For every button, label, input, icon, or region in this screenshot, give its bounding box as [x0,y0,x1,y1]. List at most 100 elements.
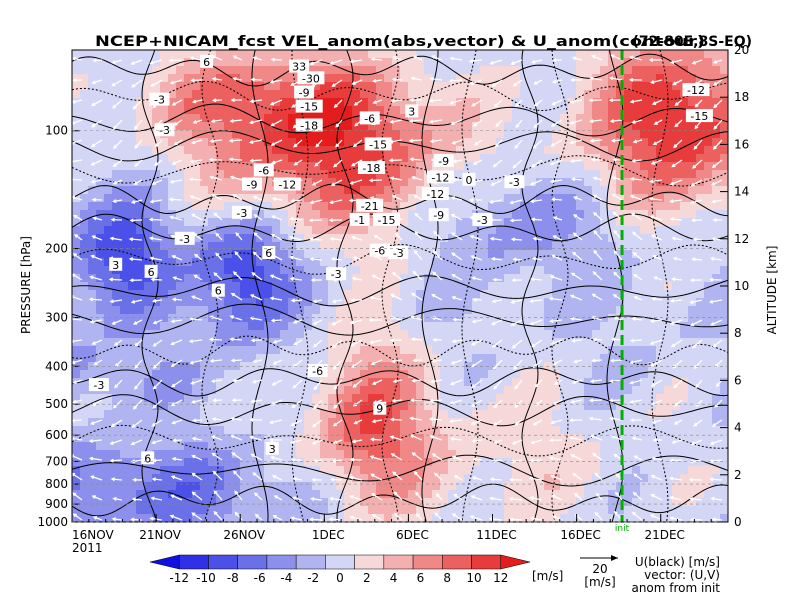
field-cell [712,290,721,299]
field-cell [400,322,409,331]
field-cell [536,90,545,99]
field-cell [648,306,657,315]
field-cell [568,218,577,227]
field-cell [608,154,617,163]
field-cell [128,66,137,75]
field-cell [80,170,89,179]
field-cell [312,442,321,451]
field-cell [664,402,673,411]
field-cell [576,250,585,259]
field-cell [552,50,561,59]
field-cell [200,130,209,139]
field-cell [312,354,321,363]
field-cell [200,490,209,499]
field-cell [672,130,681,139]
field-cell [608,114,617,123]
field-cell [440,122,449,131]
field-cell [176,394,185,403]
field-cell [112,154,121,163]
field-cell [200,394,209,403]
field-cell [192,170,201,179]
field-cell [104,170,113,179]
field-cell [608,258,617,267]
field-cell [496,274,505,283]
field-cell [624,50,633,59]
field-cell [112,290,121,299]
field-cell [96,178,105,187]
field-cell [512,170,521,179]
field-cell [80,66,89,75]
vector-arrow [91,79,103,85]
field-cell [440,458,449,467]
field-cell [400,154,409,163]
field-cell [648,418,657,427]
field-cell [528,346,537,355]
field-cell [400,450,409,459]
field-cell [640,386,649,395]
field-cell [504,122,513,131]
field-cell [184,498,193,507]
field-cell [704,266,713,275]
field-cell [384,338,393,347]
field-cell [560,210,569,219]
contour-line [72,183,728,217]
field-cell [632,106,641,115]
field-cell [696,394,705,403]
field-cell [488,378,497,387]
vector-arrow [93,359,103,366]
field-cell [568,266,577,275]
field-cell [344,162,353,171]
field-cell [688,282,697,291]
vector-arrow [72,253,83,261]
field-cell [384,234,393,243]
field-cell [472,170,481,179]
field-cell [688,154,697,163]
field-cell [584,162,593,171]
field-cell [192,514,201,522]
field-cell [656,138,665,147]
field-cell [456,418,465,427]
field-cell [336,146,345,155]
field-cell [136,130,145,139]
field-cell [480,178,489,187]
field-cell [248,498,257,507]
field-cell [456,314,465,323]
field-cell [248,234,257,243]
field-cell [488,346,497,355]
field-cell [80,474,89,483]
field-cell [608,466,617,475]
field-cell [352,242,361,251]
field-cell [240,506,249,515]
field-cell [168,50,177,59]
field-cell [608,306,617,315]
field-cell [464,490,473,499]
field-cell [360,474,369,483]
field-cell [216,482,225,491]
field-cell [336,106,345,115]
field-cell [232,418,241,427]
field-cell [368,106,377,115]
field-cell [496,466,505,475]
field-cell [80,482,89,491]
field-cell [168,450,177,459]
field-cell [608,82,617,91]
field-cell [96,82,105,91]
field-cell [384,378,393,387]
field-cell [336,114,345,123]
vector-arrow [91,399,103,406]
field-cell [640,282,649,291]
field-cell [352,146,361,155]
field-cell [720,362,728,371]
field-cell [80,114,89,123]
field-cell [360,338,369,347]
field-cell [96,450,105,459]
field-cell [144,170,153,179]
field-cell [240,74,249,83]
field-cell [240,314,249,323]
vector-arrow [112,139,123,150]
field-cell [464,506,473,515]
field-cell [704,386,713,395]
field-cell [280,218,289,227]
field-cell [352,282,361,291]
field-cell [240,482,249,491]
